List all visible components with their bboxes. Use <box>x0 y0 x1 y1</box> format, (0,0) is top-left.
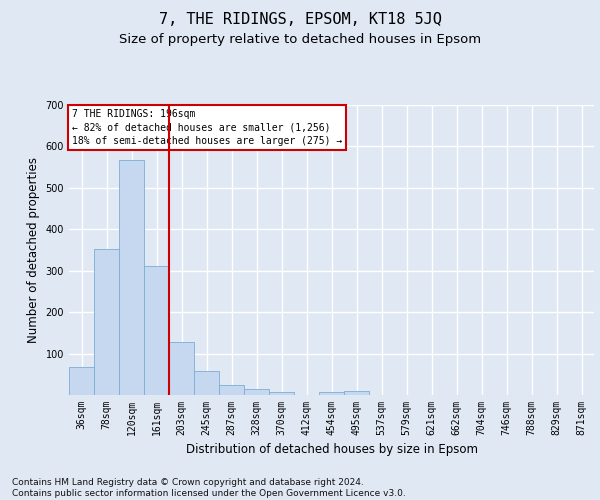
Text: Contains HM Land Registry data © Crown copyright and database right 2024.
Contai: Contains HM Land Registry data © Crown c… <box>12 478 406 498</box>
Bar <box>194 372 219 395</box>
Text: 7, THE RIDINGS, EPSOM, KT18 5JQ: 7, THE RIDINGS, EPSOM, KT18 5JQ <box>158 12 442 28</box>
Bar <box>219 384 244 395</box>
Bar <box>169 342 194 395</box>
Bar <box>344 391 369 395</box>
Bar <box>94 249 119 395</box>
Bar <box>244 389 269 395</box>
Bar <box>319 392 344 395</box>
Text: 7 THE RIDINGS: 196sqm
← 82% of detached houses are smaller (1,256)
18% of semi-d: 7 THE RIDINGS: 196sqm ← 82% of detached … <box>71 110 342 146</box>
Bar <box>269 392 294 395</box>
Bar <box>144 266 169 395</box>
Bar <box>119 160 144 395</box>
Text: Size of property relative to detached houses in Epsom: Size of property relative to detached ho… <box>119 32 481 46</box>
Y-axis label: Number of detached properties: Number of detached properties <box>27 157 40 343</box>
X-axis label: Distribution of detached houses by size in Epsom: Distribution of detached houses by size … <box>185 444 478 456</box>
Bar <box>69 367 94 395</box>
